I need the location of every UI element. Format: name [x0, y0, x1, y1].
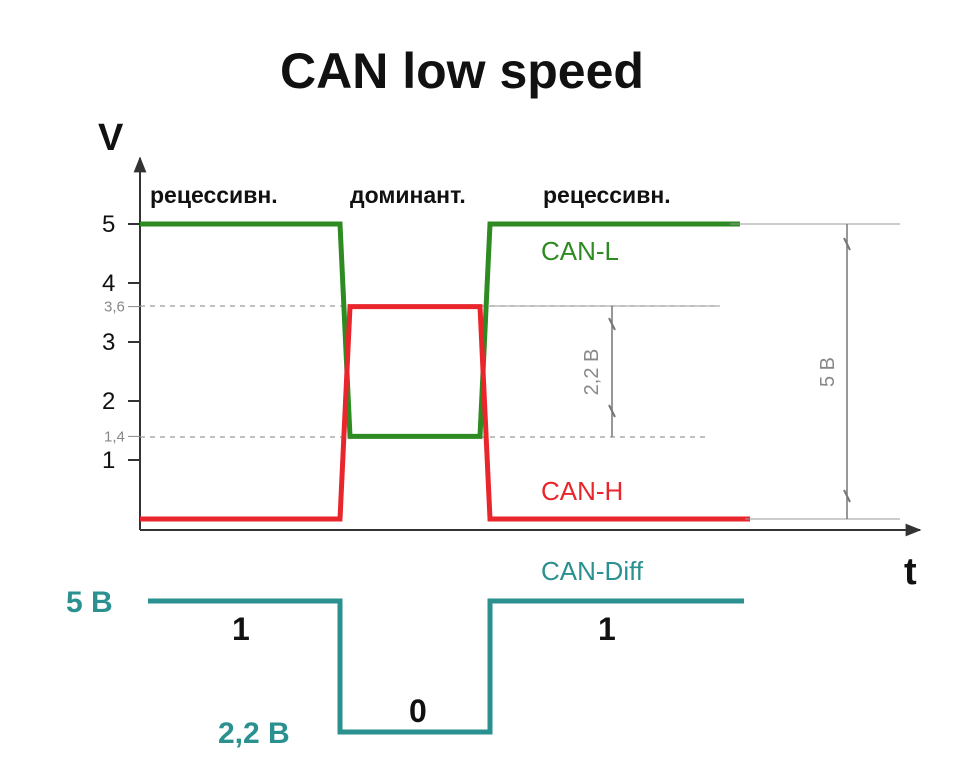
y-tick-label-5: 1,4	[104, 428, 125, 445]
dimension-2-2: 2,2 В	[488, 305, 720, 437]
diff-high-label: 5 В	[66, 586, 113, 619]
y-ticks: 5 4 3,6 3 2 1,4 1	[102, 211, 140, 474]
x-axis-label: t	[904, 551, 917, 593]
y-tick-label-6: 1	[102, 447, 115, 474]
series-line-can-diff	[148, 598, 744, 735]
series-line-can-h	[140, 304, 750, 522]
diff-low-label: 2,2 В	[218, 717, 290, 750]
chart-title: CAN low speed	[280, 43, 644, 99]
state-dominant: доминант.	[350, 182, 466, 208]
dimension-5: 5 В	[730, 223, 900, 520]
bit-label-1: 1	[232, 611, 250, 647]
y-axis-label: V	[98, 117, 124, 159]
y-tick-label-1: 4	[102, 270, 115, 297]
y-tick-label-0: 5	[102, 211, 115, 238]
y-tick-label-4: 2	[102, 388, 115, 415]
y-tick-label-2: 3,6	[104, 299, 125, 316]
bit-label-3: 1	[598, 611, 616, 647]
dimension-label-5: 5 В	[817, 357, 839, 387]
series-label-can-diff: CAN-Diff	[541, 556, 644, 586]
series-line-can-l	[140, 221, 740, 439]
y-tick-label-3: 3	[102, 329, 115, 356]
state-recessive-2: рецессивн.	[543, 182, 671, 208]
dimension-label-2-2: 2,2 В	[581, 349, 603, 396]
state-recessive-1: рецессивн.	[150, 182, 278, 208]
series-label-can-l: CAN-L	[541, 236, 619, 266]
series-label-can-h: CAN-H	[541, 476, 623, 506]
bit-label-2: 0	[409, 693, 427, 729]
